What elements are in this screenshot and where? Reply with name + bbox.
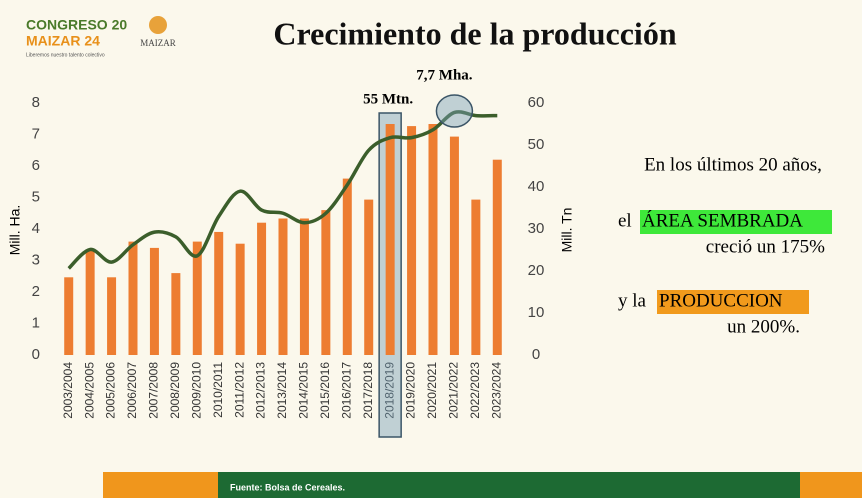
x-tick-label: 2010/2011 bbox=[211, 362, 225, 418]
x-tick-label: 2006/2007 bbox=[125, 362, 139, 419]
note-highlight: ÁREA SEMBRADA bbox=[642, 209, 803, 231]
bar bbox=[471, 199, 481, 355]
note-highlight: PRODUCCION bbox=[659, 290, 783, 311]
x-tick-label: 2017/2018 bbox=[361, 362, 375, 419]
bar bbox=[428, 124, 438, 355]
chart-title: Crecimiento de la producción bbox=[273, 15, 676, 51]
x-tick-label: 2022/2023 bbox=[468, 362, 482, 419]
x-tick-label: 2007/2008 bbox=[147, 362, 161, 419]
annotation: 7,7 Mha. bbox=[416, 67, 473, 83]
x-tick-label: 2018/2019 bbox=[382, 362, 396, 419]
y-tick-label: 8 bbox=[32, 94, 40, 111]
note-line: y la bbox=[618, 290, 647, 311]
note-line: creció un 175% bbox=[706, 236, 825, 257]
logo2: MAIZAR bbox=[140, 38, 176, 48]
x-tick-label: 2014/2015 bbox=[297, 362, 311, 419]
y-tick-label: 1 bbox=[32, 314, 40, 331]
highlight bbox=[657, 290, 809, 314]
y-tick-label: 2 bbox=[32, 283, 40, 300]
bar bbox=[85, 250, 95, 355]
highlight bbox=[640, 210, 832, 234]
bar bbox=[192, 241, 202, 355]
y2-tick-label: 10 bbox=[528, 304, 545, 321]
x-tick-label: 2021/2022 bbox=[447, 362, 461, 419]
y2-tick-label: 60 bbox=[528, 94, 545, 111]
bar bbox=[235, 243, 245, 355]
y2-tick-label: 30 bbox=[528, 220, 545, 237]
y-tick-label: 7 bbox=[32, 125, 40, 142]
y2-tick-label: 20 bbox=[528, 262, 545, 279]
note-line: En los últimos 20 años, bbox=[644, 154, 822, 175]
note-line: un 200%. bbox=[727, 316, 800, 337]
footer-source: Fuente: Bolsa de Cereales. bbox=[230, 482, 345, 492]
x-tick-label: 2003/2004 bbox=[61, 362, 75, 419]
bar bbox=[449, 136, 459, 355]
x-tick-label: 2019/2020 bbox=[404, 362, 418, 419]
x-tick-label: 2020/2021 bbox=[425, 362, 439, 419]
y-tick-label: 3 bbox=[32, 251, 40, 268]
y-axis-label: Mill. Ha. bbox=[7, 205, 23, 256]
y2-tick-label: 0 bbox=[532, 346, 540, 363]
bar bbox=[171, 273, 181, 355]
y2-axis-label: Mill. Tn bbox=[559, 208, 575, 253]
line bbox=[67, 110, 498, 270]
footer-band bbox=[218, 472, 800, 498]
bar bbox=[149, 247, 159, 355]
bar bbox=[257, 222, 267, 355]
y2-tick-label: 50 bbox=[528, 136, 545, 153]
y-tick-label: 6 bbox=[32, 157, 40, 174]
logo-bottom: MAIZAR 24 bbox=[26, 33, 100, 49]
bar bbox=[299, 218, 309, 355]
annotation: 55 Mtn. bbox=[363, 91, 413, 107]
x-tick-label: 2005/2006 bbox=[104, 362, 118, 419]
logo-icon bbox=[149, 16, 167, 34]
x-tick-label: 2011/2012 bbox=[232, 362, 246, 418]
highlight-ellipse bbox=[435, 94, 474, 128]
bar bbox=[107, 277, 117, 355]
x-tick-label: 2008/2009 bbox=[168, 362, 182, 419]
x-tick-label: 2012/2013 bbox=[254, 362, 268, 419]
x-tick-label: 2004/2005 bbox=[82, 362, 96, 419]
bar bbox=[364, 199, 374, 355]
bar bbox=[385, 124, 395, 355]
y-tick-label: 4 bbox=[32, 220, 40, 237]
bar bbox=[492, 159, 502, 355]
x-tick-label: 2009/2010 bbox=[189, 362, 203, 419]
logo-tagline: Liberemos nuestro talento colectivo bbox=[26, 52, 105, 58]
note-line: el bbox=[618, 210, 632, 231]
x-tick-label: 2015/2016 bbox=[318, 362, 332, 419]
footer-band bbox=[800, 472, 862, 498]
x-tick-label: 2016/2017 bbox=[339, 362, 353, 419]
bar bbox=[321, 210, 331, 355]
bar bbox=[278, 218, 288, 355]
bar bbox=[342, 178, 352, 355]
y2-tick-label: 40 bbox=[528, 178, 545, 195]
x-tick-label: 2023/2024 bbox=[489, 362, 503, 419]
x-tick-label: 2013/2014 bbox=[275, 362, 289, 419]
logo-top: CONGRESO 20 bbox=[26, 17, 127, 33]
y-tick-label: 0 bbox=[32, 346, 40, 363]
bar bbox=[64, 277, 74, 355]
bar bbox=[214, 231, 224, 355]
plot: 0 1 2 3 4 5 6 7 8 0 10 20 30 40 50 60 2003/2004 2004/2005… bbox=[32, 67, 545, 438]
footer-band bbox=[103, 472, 218, 498]
bar bbox=[407, 126, 417, 355]
bar bbox=[128, 241, 138, 355]
y-tick-label: 5 bbox=[32, 188, 40, 205]
